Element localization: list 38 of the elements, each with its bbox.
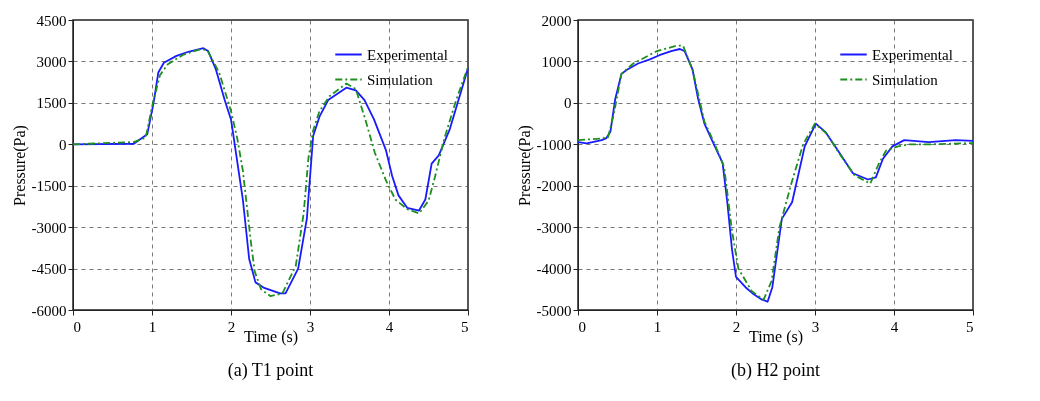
y-tick-label: -3000	[31, 219, 67, 236]
x-tick-label: 5	[461, 318, 469, 335]
y-tick-label: 0	[564, 95, 572, 112]
y-tick-label: 2000	[541, 12, 572, 29]
y-axis-title: Pressure(Pa)	[515, 125, 534, 206]
y-tick-label: 3000	[36, 53, 67, 70]
x-tick-label: 4	[385, 318, 394, 335]
y-tick-label: -4500	[31, 261, 67, 278]
x-tick-label: 1	[148, 318, 157, 335]
y-tick-label: 1000	[541, 53, 572, 70]
x-tick-label: 0	[73, 318, 81, 335]
x-tick-label: 3	[811, 318, 820, 335]
x-tick-label: 1	[653, 318, 662, 335]
y-tick-label: 4500	[36, 12, 67, 29]
y-tick-label: -3000	[536, 219, 572, 236]
legend-label: Simulation	[367, 71, 434, 88]
y-tick-label: 0	[59, 136, 67, 153]
y-tick-label: -5000	[536, 302, 572, 319]
x-tick-label: 4	[890, 318, 899, 335]
y-tick-label: -1500	[31, 178, 67, 195]
text: (b) H2 point	[731, 360, 820, 381]
y-tick-label: -1000	[536, 136, 572, 153]
text: (a) T1 point	[227, 360, 314, 381]
y-tick-label: -6000	[31, 302, 67, 319]
x-tick-label: 0	[578, 318, 586, 335]
x-tick-label: 5	[966, 318, 974, 335]
x-tick-label: 2	[227, 318, 236, 335]
y-tick-label: -2000	[536, 178, 572, 195]
x-tick-label: 2	[732, 318, 741, 335]
x-tick-label: 3	[306, 318, 315, 335]
y-tick-label: -4000	[536, 261, 572, 278]
legend-label: Experimental	[367, 46, 448, 63]
x-axis-title: Time (s)	[748, 327, 804, 346]
legend-label: Experimental	[872, 46, 953, 63]
y-axis-title: Pressure(Pa)	[10, 125, 29, 206]
x-axis-title: Time (s)	[243, 327, 299, 346]
legend-label: Simulation	[872, 71, 939, 88]
y-tick-label: 1500	[36, 95, 67, 112]
